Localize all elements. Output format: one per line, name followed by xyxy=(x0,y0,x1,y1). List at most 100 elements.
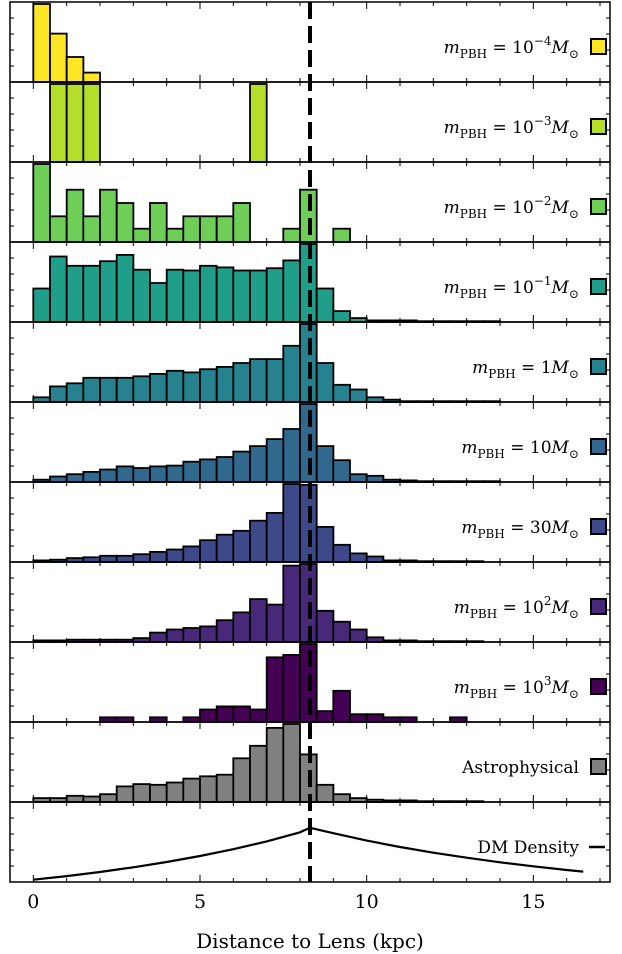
histogram-bar xyxy=(199,368,218,403)
histogram-bar xyxy=(282,564,301,643)
histogram-bar xyxy=(149,465,168,483)
histogram-bar xyxy=(232,202,251,243)
histogram-bar xyxy=(282,259,301,323)
legend-swatch xyxy=(590,758,607,775)
histogram-bar xyxy=(315,609,335,643)
histogram-bar xyxy=(99,260,118,323)
histogram-bar xyxy=(149,372,168,403)
histogram-bar xyxy=(249,83,268,163)
legend-label: mPBH = 10−4M⊙ xyxy=(444,34,579,61)
histogram-bar xyxy=(165,628,185,643)
histogram-bar xyxy=(149,631,168,643)
legend-part: PBH xyxy=(460,287,487,301)
panel: mPBH = 10−3M⊙ xyxy=(9,81,611,163)
histogram-bar xyxy=(282,428,301,483)
legend-part: M xyxy=(551,118,570,138)
legend-label: mPBH = 10−2M⊙ xyxy=(444,194,579,221)
x-tick-label: 15 xyxy=(521,891,545,913)
histogram-bar xyxy=(49,83,68,163)
histogram-bar xyxy=(315,445,335,483)
histogram-bar xyxy=(365,713,385,723)
legend-swatch xyxy=(590,118,607,135)
histogram-bar xyxy=(282,483,301,563)
histogram-bar xyxy=(232,529,251,563)
legend-label: mPBH = 10−3M⊙ xyxy=(444,114,579,141)
histogram-bar xyxy=(249,744,268,803)
legend-part: m xyxy=(444,278,460,298)
histogram-bar xyxy=(249,519,268,563)
legend-part: M xyxy=(551,518,570,538)
legend-part: ⊙ xyxy=(569,287,579,301)
histogram-bar xyxy=(232,362,251,403)
legend-part: ⊙ xyxy=(569,207,579,221)
histogram-bar xyxy=(115,253,135,323)
histogram-bar xyxy=(332,310,351,323)
histogram-bar xyxy=(165,369,185,403)
histogram-bar xyxy=(199,264,218,323)
legend-swatch xyxy=(590,198,607,215)
histogram-bar xyxy=(215,773,235,803)
histogram-bar xyxy=(182,460,201,483)
legend-part: m xyxy=(461,518,477,538)
x-tick-label: 10 xyxy=(355,891,379,913)
histogram-bar xyxy=(215,365,235,403)
legend-part: 2 xyxy=(544,594,552,608)
histogram-bar xyxy=(49,475,68,483)
legend-part: = 10 xyxy=(505,438,552,458)
histogram-bar xyxy=(32,3,51,83)
histogram-bar xyxy=(165,781,185,803)
histogram-bar xyxy=(365,555,385,563)
legend-part: = 10 xyxy=(487,38,534,58)
panel: mPBH = 10M⊙ xyxy=(9,401,611,483)
histogram-bar xyxy=(199,215,218,243)
histogram-bar xyxy=(215,215,235,243)
histogram-bar xyxy=(49,385,68,403)
histogram-bar xyxy=(282,723,301,803)
histogram-bar xyxy=(82,795,101,803)
histogram-bar xyxy=(199,708,218,723)
legend-swatch xyxy=(590,38,607,55)
legend-swatch xyxy=(590,438,607,455)
legend-part: M xyxy=(551,678,570,698)
legend-part: = 30 xyxy=(505,518,552,538)
histogram-bar xyxy=(132,783,151,803)
histogram-bar xyxy=(65,473,85,483)
legend-part: −1 xyxy=(534,274,552,288)
histogram-bar xyxy=(315,710,335,723)
histogram-bar xyxy=(182,545,201,563)
histogram-bar xyxy=(65,56,85,83)
histogram-bar xyxy=(265,656,285,723)
legend-part: ⊙ xyxy=(569,687,579,701)
legend-part: = 10 xyxy=(497,598,544,618)
histogram-bar xyxy=(132,268,151,323)
legend-part: −3 xyxy=(534,114,552,128)
legend-part: m xyxy=(454,598,470,618)
legend-part: 3 xyxy=(544,674,552,688)
histogram-bar xyxy=(182,627,201,643)
histogram-bar xyxy=(165,268,185,323)
histogram-bar xyxy=(282,227,301,243)
legend-label: mPBH = 30M⊙ xyxy=(461,518,579,541)
legend-part: PBH xyxy=(460,47,487,61)
histogram-bar xyxy=(182,371,201,403)
histogram-bar xyxy=(232,705,251,723)
histogram-bar xyxy=(249,269,268,323)
histogram-bar xyxy=(199,539,218,563)
legend-part: PBH xyxy=(470,607,497,621)
histogram-bar xyxy=(65,188,85,243)
histogram-bar xyxy=(365,474,385,483)
histogram-bar xyxy=(265,603,285,643)
histogram-bar xyxy=(265,358,285,403)
legend-label: mPBH = 103M⊙ xyxy=(454,674,579,701)
legend-part: = 10 xyxy=(487,198,534,218)
legend-part: M xyxy=(551,38,570,58)
legend-part: = 10 xyxy=(497,678,544,698)
histogram-bar xyxy=(165,548,185,563)
histogram-bar xyxy=(349,552,368,563)
panels-group: mPBH = 10−4M⊙mPBH = 10−3M⊙mPBH = 10−2M⊙m… xyxy=(9,1,611,883)
legend-part: ⊙ xyxy=(569,47,579,61)
legend-part: ⊙ xyxy=(569,527,579,541)
histogram-bar xyxy=(65,794,85,803)
legend-part: M xyxy=(551,438,570,458)
